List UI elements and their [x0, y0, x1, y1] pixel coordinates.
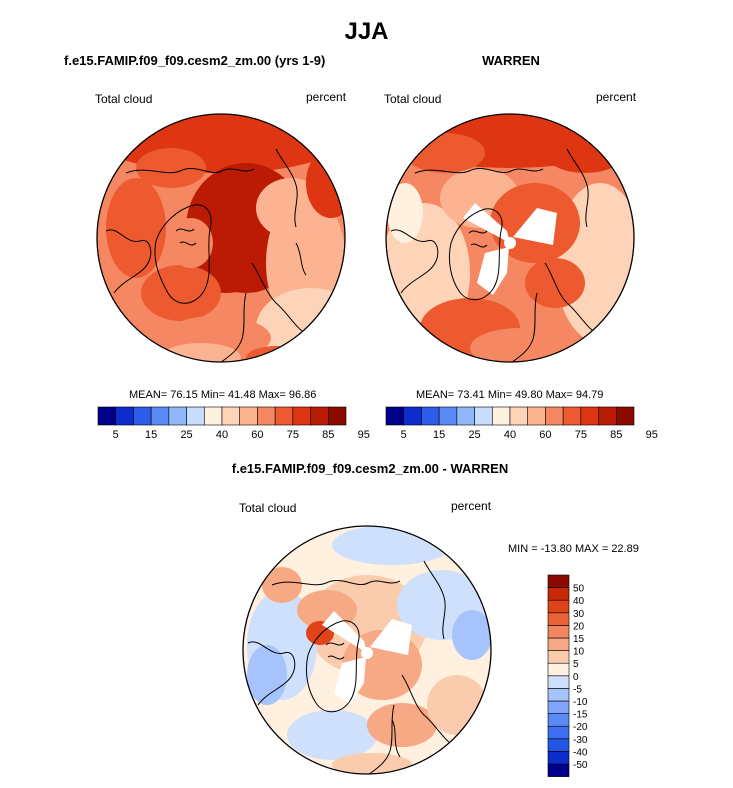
colorbar-tick-label: 40 — [216, 429, 228, 441]
colorbar-cell — [310, 406, 329, 426]
colorbar-tick-label: 0 — [573, 672, 579, 683]
colorbar-cell — [221, 406, 241, 426]
colorbar-cell — [168, 406, 187, 426]
colorbar-cell — [547, 612, 570, 626]
colorbar-cell — [257, 406, 276, 426]
colorbar-tick-label: -50 — [573, 760, 588, 771]
colorbar-tick-label: 25 — [468, 429, 480, 441]
colorbar-tick-label: -40 — [573, 747, 588, 758]
colorbar-cell — [327, 406, 347, 426]
colorbar-cell — [115, 406, 134, 426]
colorbar-cell — [491, 406, 511, 426]
colorbar-tick-label: 95 — [358, 429, 370, 441]
panel2-stats: MEAN= 73.41 Min= 49.80 Max= 94.79 — [416, 389, 604, 401]
colorbar-tick-label: 60 — [251, 429, 263, 441]
colorbar-tick-label: -30 — [573, 735, 588, 746]
panel2-polar-map — [385, 113, 635, 363]
colorbar-tick-label: -15 — [573, 710, 588, 721]
colorbar-cell — [150, 406, 170, 426]
panel3-polar-map — [242, 525, 492, 775]
colorbar-cell — [527, 406, 546, 426]
colorbar-tick-label: 85 — [610, 429, 622, 441]
panel3-units-label: percent — [451, 499, 492, 513]
colorbar-tick-label: -10 — [573, 697, 588, 708]
panel2-units-label: percent — [596, 90, 637, 104]
colorbar-tick-label: 25 — [180, 429, 192, 441]
colorbar-cell — [421, 406, 440, 426]
panel1-stats: MEAN= 76.15 Min= 41.48 Max= 96.86 — [129, 389, 317, 401]
colorbar-tick-label: 95 — [646, 429, 658, 441]
colorbar-tick-label: 20 — [573, 621, 585, 632]
colorbar-cell — [615, 406, 635, 426]
colorbar-cell — [274, 406, 294, 426]
colorbar-tick-label: 15 — [145, 429, 157, 441]
colorbar-tick-label: 5 — [113, 429, 119, 441]
panel3-variable-label: Total cloud — [239, 501, 297, 515]
panel2-variable-label: Total cloud — [384, 92, 442, 106]
colorbar-cell — [547, 574, 570, 588]
panel1-variable-label: Total cloud — [95, 92, 153, 106]
colorbar-cell — [547, 637, 570, 651]
colorbar-cell — [547, 599, 570, 614]
colorbar-cell — [203, 406, 223, 426]
colorbar-cell — [545, 406, 564, 426]
colorbar-cell — [598, 406, 617, 426]
colorbar-cell — [456, 406, 475, 426]
colorbar-cell — [292, 406, 311, 426]
panel1-colorbar: 5 15 25 40 60 75 85 95 — [97, 406, 370, 441]
colorbar-cell — [403, 406, 422, 426]
colorbar-cell — [474, 406, 493, 426]
colorbar-tick-label: 30 — [573, 609, 585, 620]
colorbar-cell — [547, 738, 570, 752]
colorbar-tick-label: 85 — [322, 429, 334, 441]
colorbar-cell — [97, 406, 117, 426]
colorbar-tick-label: -5 — [573, 684, 582, 695]
colorbar-tick-label: 50 — [573, 584, 585, 595]
colorbar-tick-label: 75 — [287, 429, 299, 441]
panel2-colorbar: 5 15 25 40 60 75 85 95 — [385, 406, 658, 441]
colorbar-cell — [547, 713, 570, 727]
colorbar-cell — [547, 725, 570, 740]
panel3-stats: MIN = -13.80 MAX = 22.89 — [508, 543, 639, 555]
colorbar-cell — [547, 625, 570, 639]
colorbar-tick-label: -20 — [573, 722, 588, 733]
colorbar-cell — [547, 675, 570, 689]
panel1-polar-map — [96, 113, 346, 363]
colorbar-tick-label: 10 — [573, 647, 585, 658]
colorbar-cell — [580, 406, 599, 426]
panel2-title: WARREN — [482, 53, 540, 68]
missing-data-mask — [322, 611, 412, 705]
colorbar-cell — [186, 406, 205, 426]
colorbar-cell — [547, 662, 570, 677]
colorbar-cell — [547, 688, 570, 702]
colorbar-tick-label: 5 — [573, 659, 579, 670]
colorbar-tick-label: 40 — [573, 596, 585, 607]
panel3-title: f.e15.FAMIP.f09_f09.cesm2_zm.00 - WARREN — [231, 461, 509, 476]
difference-fill-patches — [247, 526, 491, 774]
colorbar-cell — [547, 700, 570, 714]
coastlines — [390, 148, 624, 362]
colorbar-tick-label: 5 — [401, 429, 407, 441]
colorbar-tick-label: 15 — [573, 634, 585, 645]
colorbar-cell — [133, 406, 152, 426]
colorbar-tick-label: 40 — [504, 429, 516, 441]
colorbar-tick-label: 60 — [539, 429, 551, 441]
panel1-title: f.e15.FAMIP.f09_f09.cesm2_zm.00 (yrs 1-9… — [64, 53, 326, 68]
colorbar-cell — [547, 763, 570, 777]
colorbar-tick-label: 75 — [575, 429, 587, 441]
colorbar-cell — [562, 406, 582, 426]
colorbar-tick-label: 15 — [433, 429, 445, 441]
figure-title: JJA — [344, 18, 389, 45]
colorbar-cell — [385, 406, 405, 426]
colorbar-cell — [547, 587, 570, 601]
panel1-units-label: percent — [306, 90, 347, 104]
colorbar-cell — [438, 406, 458, 426]
colorbar-cell — [547, 650, 570, 664]
colorbar-cell — [509, 406, 529, 426]
colorbar-cell — [239, 406, 258, 426]
colorbar-cell — [547, 751, 570, 765]
